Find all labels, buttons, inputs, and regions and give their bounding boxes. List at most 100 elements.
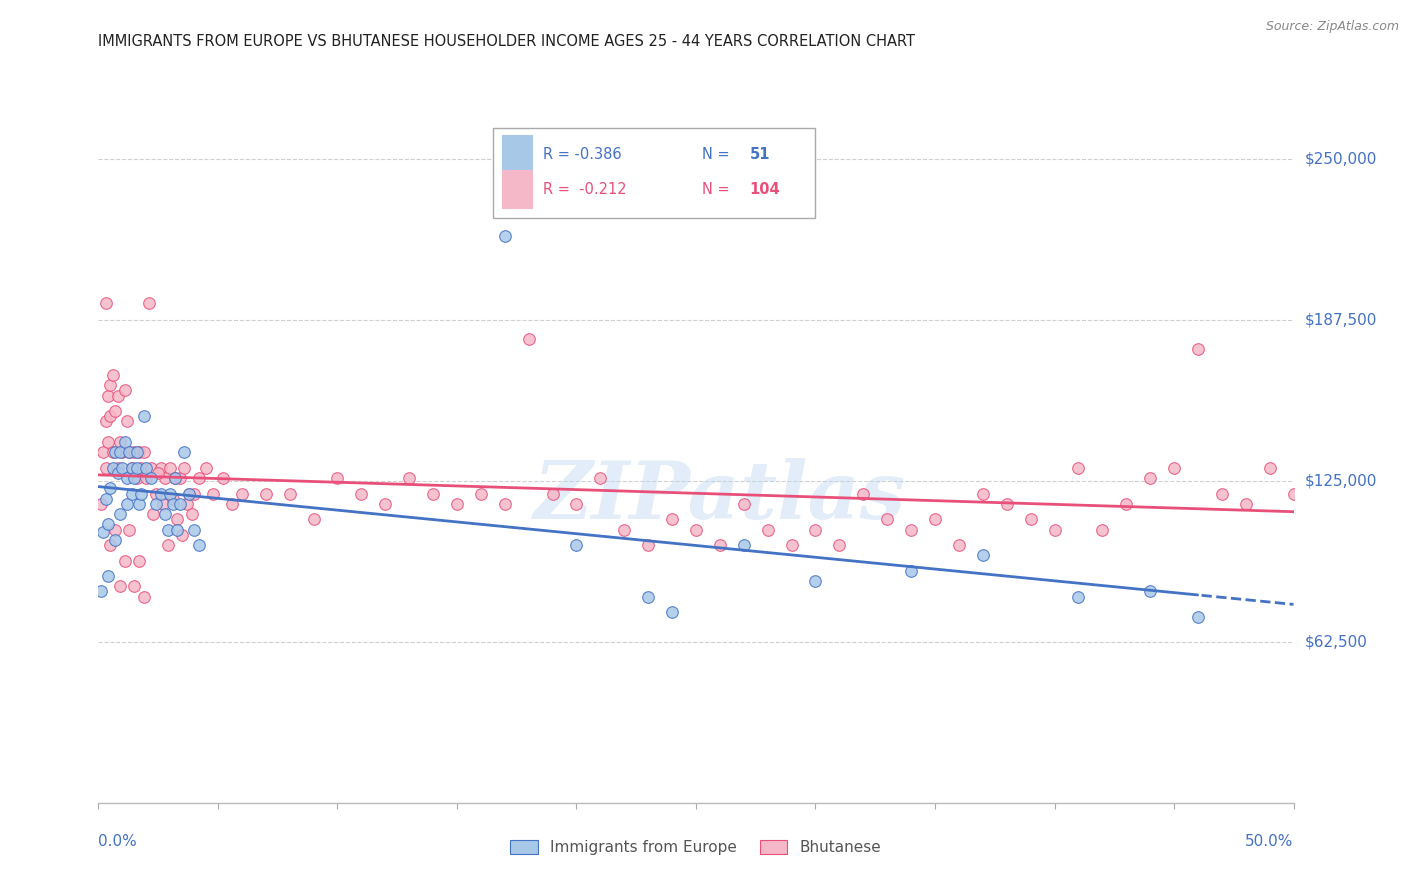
Point — [187, 538, 209, 552]
Point — [128, 497, 150, 511]
Point — [661, 605, 683, 619]
Point — [924, 512, 946, 526]
Point — [302, 512, 325, 526]
Point — [169, 497, 191, 511]
Point — [613, 523, 636, 537]
Point — [107, 389, 129, 403]
Point — [142, 507, 165, 521]
Point — [1067, 590, 1090, 604]
Text: 0.0%: 0.0% — [98, 834, 138, 849]
Point — [132, 590, 155, 604]
Point — [104, 445, 127, 459]
Point — [183, 486, 205, 500]
FancyBboxPatch shape — [494, 128, 815, 219]
Text: N =: N = — [702, 147, 730, 161]
Point — [115, 471, 138, 485]
Text: $187,500: $187,500 — [1305, 312, 1376, 327]
Point — [97, 517, 120, 532]
Point — [733, 497, 755, 511]
Point — [104, 533, 127, 547]
Point — [97, 569, 120, 583]
Point — [780, 538, 803, 552]
Point — [733, 538, 755, 552]
Bar — [502, 135, 533, 173]
Point — [202, 486, 225, 500]
Point — [121, 460, 143, 475]
Point — [828, 538, 851, 552]
Point — [91, 525, 114, 540]
Text: R =  -0.212: R = -0.212 — [543, 182, 627, 196]
Point — [131, 486, 153, 500]
Point — [852, 486, 875, 500]
Point — [661, 512, 683, 526]
Point — [637, 538, 659, 552]
Point — [162, 497, 184, 511]
Point — [98, 409, 122, 424]
Point — [104, 404, 127, 418]
Point — [350, 486, 373, 500]
Text: 51: 51 — [749, 147, 770, 161]
Point — [685, 523, 707, 537]
Point — [90, 584, 112, 599]
Point — [135, 471, 157, 485]
Point — [108, 579, 131, 593]
Point — [1234, 497, 1257, 511]
Point — [756, 523, 779, 537]
Point — [254, 486, 277, 500]
Point — [128, 553, 150, 567]
Point — [124, 471, 146, 485]
Point — [1067, 460, 1090, 475]
Text: N =: N = — [702, 182, 730, 196]
Point — [104, 523, 127, 537]
Text: 104: 104 — [749, 182, 780, 196]
Point — [900, 523, 922, 537]
Point — [98, 538, 122, 552]
Text: $125,000: $125,000 — [1305, 473, 1376, 488]
Text: 50.0%: 50.0% — [1246, 834, 1294, 849]
Text: ZIPatlas: ZIPatlas — [534, 458, 905, 535]
Point — [1187, 343, 1209, 357]
Point — [94, 296, 117, 310]
Point — [1043, 523, 1066, 537]
Point — [326, 471, 349, 485]
Y-axis label: Householder Income Ages 25 - 44 years: Householder Income Ages 25 - 44 years — [0, 309, 7, 601]
Point — [101, 460, 124, 475]
Point — [145, 486, 167, 500]
Point — [900, 564, 922, 578]
Point — [114, 553, 136, 567]
Point — [139, 460, 162, 475]
Point — [163, 471, 186, 485]
Point — [108, 435, 131, 450]
Point — [115, 414, 138, 428]
Point — [135, 460, 157, 475]
Point — [149, 460, 172, 475]
Point — [131, 460, 153, 475]
Point — [156, 538, 179, 552]
Point — [124, 579, 146, 593]
Point — [173, 460, 195, 475]
Point — [1163, 460, 1185, 475]
Point — [995, 497, 1018, 511]
Point — [1187, 610, 1209, 624]
Point — [98, 482, 122, 496]
Point — [179, 486, 201, 500]
Point — [139, 471, 162, 485]
Point — [278, 486, 301, 500]
Point — [1091, 523, 1114, 537]
Point — [398, 471, 420, 485]
Point — [91, 445, 114, 459]
Point — [1139, 584, 1161, 599]
Point — [132, 445, 155, 459]
Point — [125, 471, 148, 485]
Point — [637, 590, 659, 604]
Point — [97, 435, 120, 450]
Point — [565, 497, 588, 511]
Point — [231, 486, 253, 500]
Point — [1211, 486, 1233, 500]
Point — [166, 523, 188, 537]
Point — [1115, 497, 1137, 511]
Point — [94, 491, 117, 506]
Point — [183, 523, 205, 537]
Point — [470, 486, 492, 500]
Point — [709, 538, 731, 552]
